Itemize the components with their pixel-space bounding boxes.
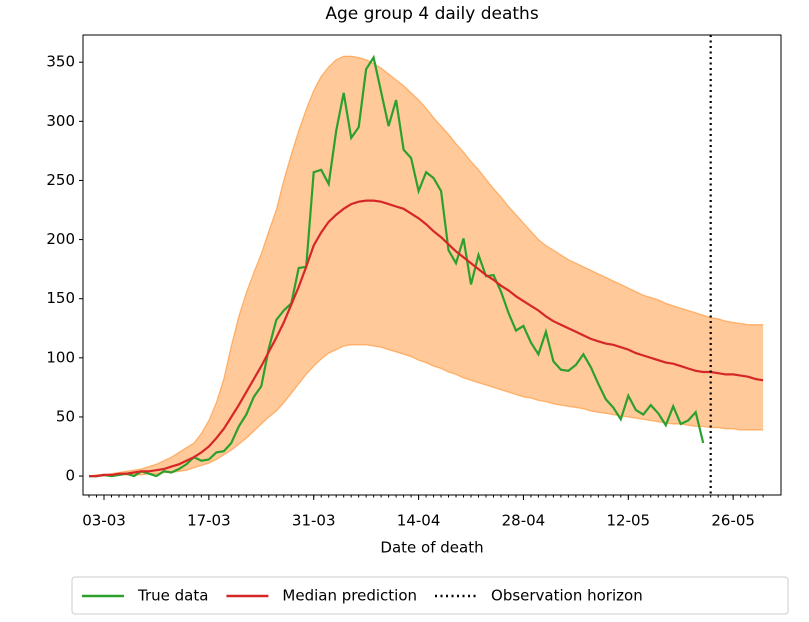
chart-title: Age group 4 daily deaths [325, 4, 539, 24]
x-axis-label: Date of death [380, 539, 483, 557]
y-tick-label: 300 [46, 112, 75, 130]
y-tick-label: 100 [46, 348, 75, 366]
y-tick-label: 50 [56, 407, 75, 425]
x-tick-label: 17-03 [187, 512, 231, 530]
series-line [89, 199, 764, 478]
x-tick-label: 12-05 [607, 512, 651, 530]
x-tick-label: 03-03 [82, 512, 126, 530]
y-tick-label: 200 [46, 230, 75, 248]
prediction-band [89, 56, 764, 477]
y-tick-label: 250 [46, 171, 75, 189]
x-tick-label: 28-04 [502, 512, 546, 530]
x-tick-label: 14-04 [397, 512, 441, 530]
y-tick-label: 0 [65, 467, 75, 485]
legend: True data Median prediction Observation ho… [71, 576, 789, 615]
band-edge [89, 344, 764, 477]
x-tick-label: 31-03 [292, 512, 336, 530]
plot-frame [82, 34, 782, 496]
y-tick-label: 150 [46, 289, 75, 307]
y-tick-label: 350 [46, 53, 75, 71]
legend-label: Median prediction [282, 587, 417, 605]
legend-label: Observation horizon [491, 587, 643, 605]
legend-label: True data [137, 587, 208, 605]
x-tick-label: 26-05 [711, 512, 755, 530]
legend-box [71, 576, 789, 615]
band-edge [88, 55, 764, 477]
